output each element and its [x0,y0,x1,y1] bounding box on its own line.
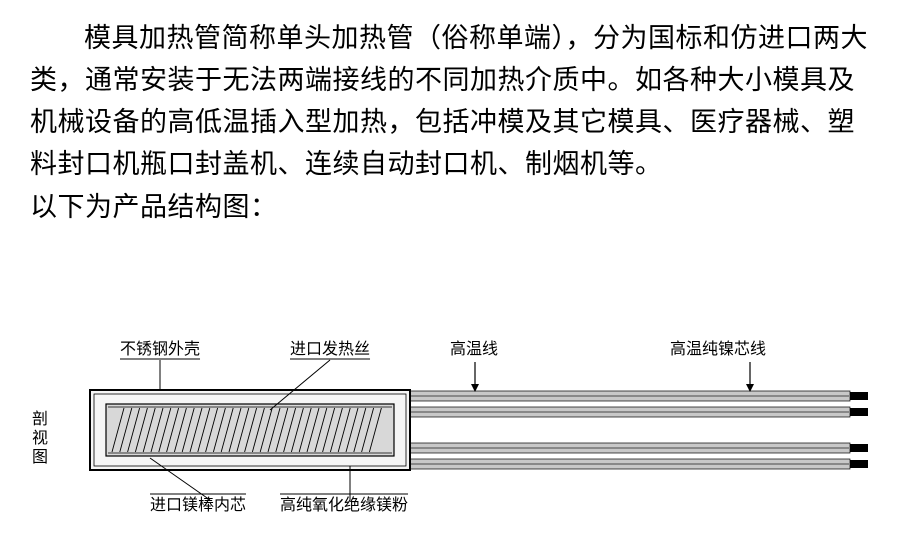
svg-text:进口镁棒内芯: 进口镁棒内芯 [150,496,246,514]
sectional-view-label: 剖视图 [30,410,50,468]
svg-text:高温纯镍芯线: 高温纯镍芯线 [670,340,766,358]
product-structure-diagram: 剖视图 不锈钢外壳 进口发热丝 高温线 高温纯镍芯线进口镁棒内芯 高纯氧化绝缘镁粉 [30,340,870,540]
paragraph-1: 模具加热管简称单头加热管（俗称单端），分为国标和仿进口两大类，通常安装于无法两端… [30,18,870,185]
svg-text:高纯氧化绝缘镁粉: 高纯氧化绝缘镁粉 [280,496,408,514]
description-text: 模具加热管简称单头加热管（俗称单端），分为国标和仿进口两大类，通常安装于无法两端… [0,0,900,229]
paragraph-2: 以下为产品结构图： [30,187,870,229]
diagram-svg: 不锈钢外壳 进口发热丝 高温线 高温纯镍芯线进口镁棒内芯 高纯氧化绝缘镁粉 [50,340,870,540]
svg-text:高温线: 高温线 [450,340,498,358]
svg-text:进口发热丝: 进口发热丝 [290,340,370,358]
svg-text:不锈钢外壳: 不锈钢外壳 [120,340,200,358]
